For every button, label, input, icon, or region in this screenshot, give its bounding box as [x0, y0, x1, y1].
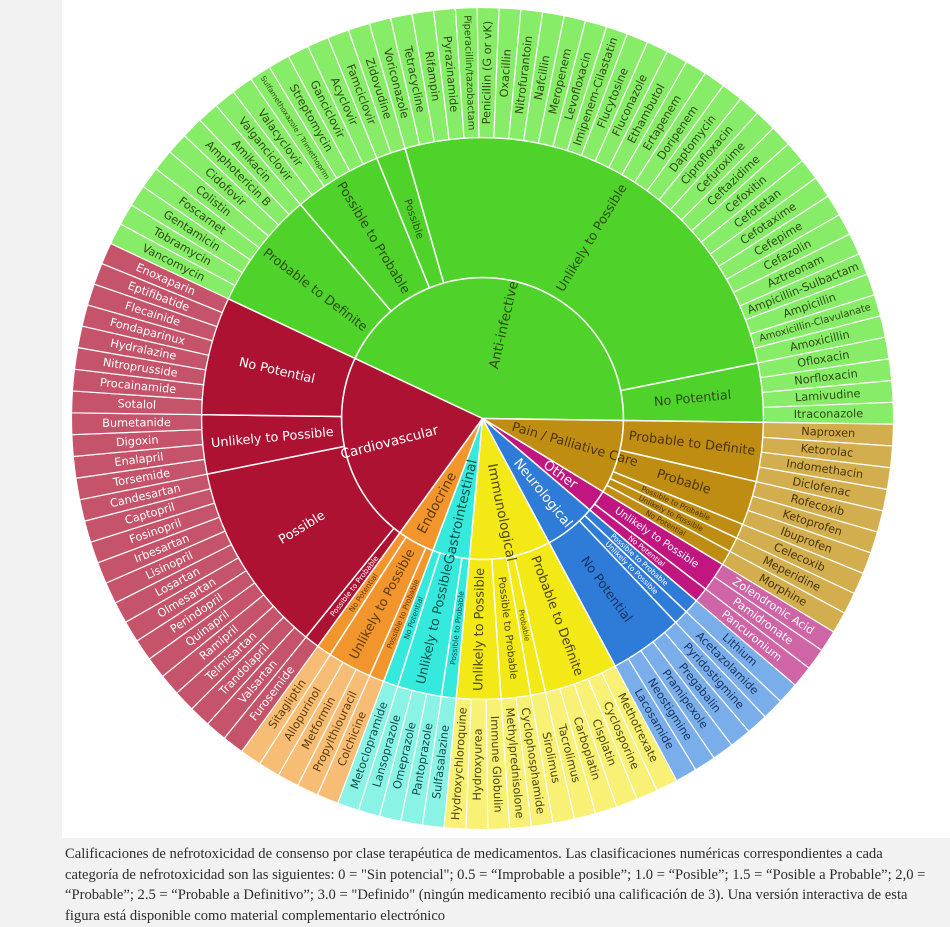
figure-caption-area: Calificaciones de nefrotoxicidad de cons…	[0, 838, 950, 925]
drug-wedge[interactable]	[101, 242, 229, 314]
figure-caption-text: Calificaciones de nefrotoxicidad de cons…	[65, 846, 926, 925]
sunburst-wedges	[70, 6, 895, 831]
